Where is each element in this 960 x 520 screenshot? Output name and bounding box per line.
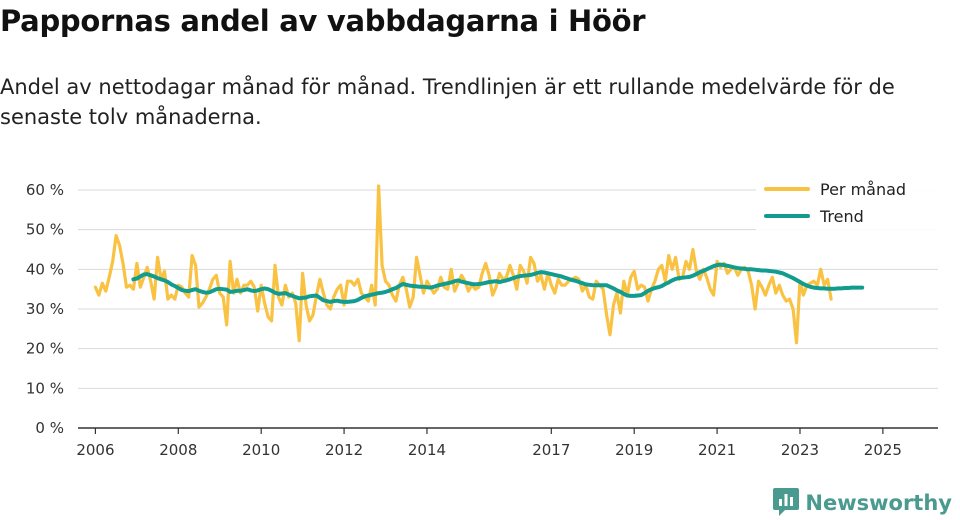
x-tick-label: 2008	[159, 441, 197, 459]
legend-label-trend: Trend	[819, 207, 864, 226]
legend: Per månad Trend	[756, 176, 938, 232]
brand-logo: Newsworthy	[773, 488, 952, 518]
x-tick-label: 2023	[781, 441, 819, 459]
y-tick-label: 10 %	[26, 379, 64, 397]
chart-subtitle: Andel av nettodagar månad för månad. Tre…	[0, 75, 895, 129]
y-tick-label: 60 %	[26, 181, 64, 199]
x-tick-label: 2019	[615, 441, 653, 459]
x-tick-label: 2006	[76, 441, 114, 459]
x-tick-label: 2014	[408, 441, 446, 459]
series-lines	[93, 184, 865, 345]
brand-name: Newsworthy	[805, 491, 952, 515]
x-tick-label: 2025	[864, 441, 902, 459]
x-axis: 2006 2008 2010 2012 2014 2017 2019 2021 2023 2025	[76, 427, 938, 459]
newsworthy-logo-icon	[773, 486, 800, 520]
y-tick-label: 20 %	[26, 340, 64, 358]
chart-title: Pappornas andel av vabbdagarna i Höör	[0, 4, 646, 38]
x-tick-label: 2017	[532, 441, 570, 459]
y-tick-label: 30 %	[26, 300, 64, 318]
y-axis: 0 % 10 % 20 % 30 % 40 % 50 % 60 %	[26, 181, 64, 437]
x-tick-label: 2021	[698, 441, 736, 459]
series-line-per-manad	[93, 184, 833, 345]
x-tick-label: 2010	[242, 441, 280, 459]
y-tick-label: 50 %	[26, 221, 64, 239]
y-tick-label: 40 %	[26, 260, 64, 278]
series-line-trend	[131, 262, 865, 304]
x-tick-label: 2012	[325, 441, 363, 459]
legend-background	[756, 176, 938, 232]
legend-label-per-manad: Per månad	[820, 180, 906, 199]
y-tick-label: 0 %	[35, 419, 64, 437]
